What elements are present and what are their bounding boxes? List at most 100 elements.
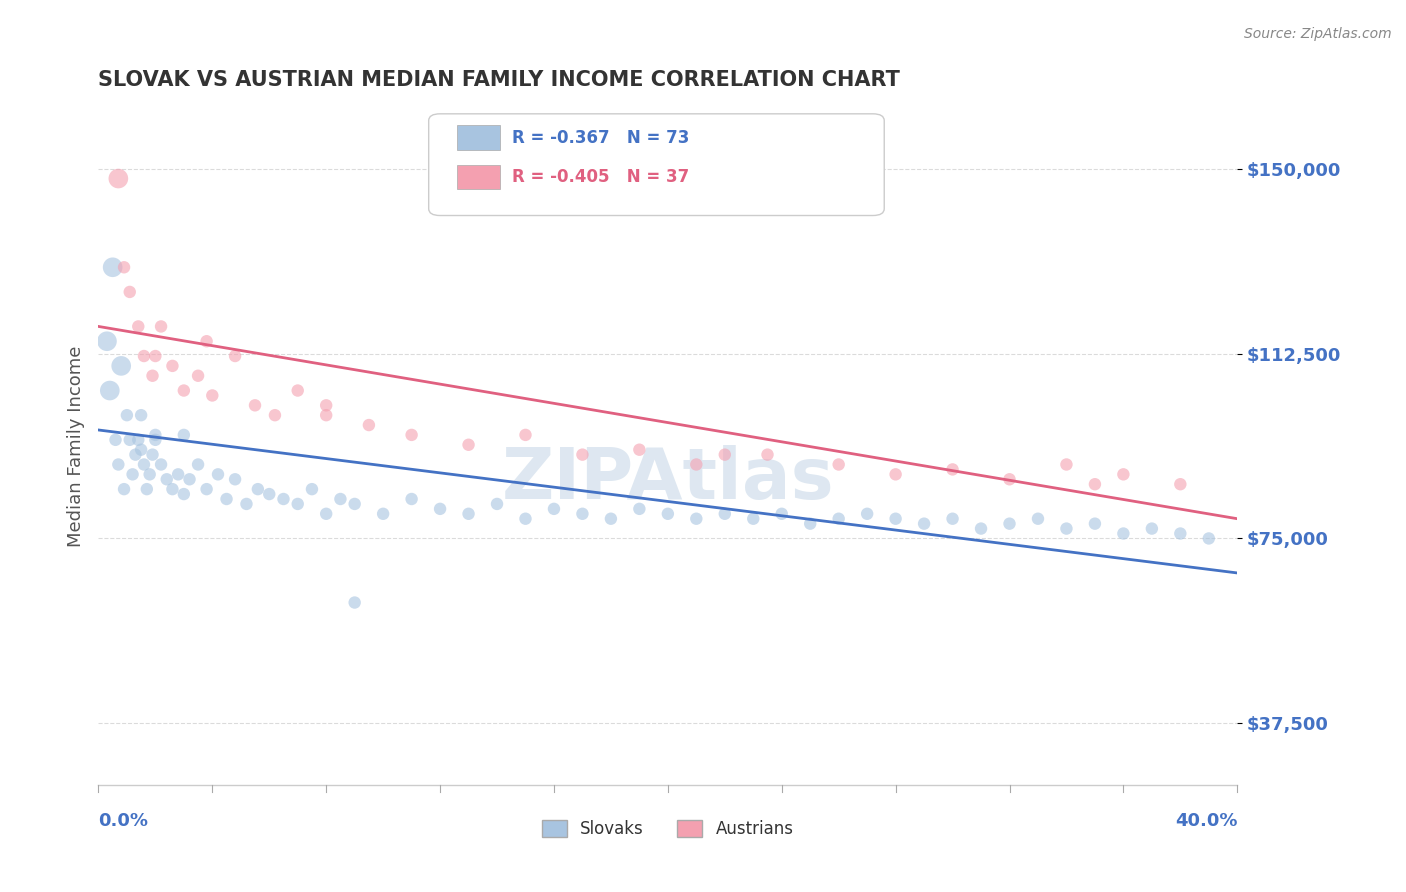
Point xyxy=(107,458,129,472)
Point xyxy=(457,438,479,452)
Point xyxy=(371,507,394,521)
Point xyxy=(129,442,152,457)
Point xyxy=(742,512,765,526)
Point xyxy=(179,472,201,486)
Point xyxy=(201,388,224,402)
Point xyxy=(127,433,149,447)
Point xyxy=(770,507,793,521)
Point xyxy=(138,467,160,482)
Point xyxy=(856,507,879,521)
Point xyxy=(127,319,149,334)
Point xyxy=(107,171,129,186)
Point xyxy=(101,87,124,102)
Point xyxy=(1170,477,1192,491)
Point xyxy=(828,512,851,526)
FancyBboxPatch shape xyxy=(429,114,884,216)
Text: Source: ZipAtlas.com: Source: ZipAtlas.com xyxy=(1244,27,1392,41)
Point xyxy=(243,398,266,412)
Point xyxy=(799,516,821,531)
Point xyxy=(685,458,707,472)
Point xyxy=(543,501,565,516)
Point xyxy=(273,491,295,506)
Point xyxy=(135,482,157,496)
Point xyxy=(132,349,155,363)
Point xyxy=(329,491,352,506)
Point xyxy=(187,458,209,472)
Point xyxy=(1112,526,1135,541)
Point xyxy=(118,285,141,299)
Point xyxy=(628,501,651,516)
Point xyxy=(884,467,907,482)
Point xyxy=(195,334,218,349)
Point xyxy=(129,408,152,422)
Point xyxy=(187,368,209,383)
Point xyxy=(628,442,651,457)
Point xyxy=(118,433,141,447)
Point xyxy=(401,491,423,506)
Point xyxy=(150,319,173,334)
Point xyxy=(264,408,287,422)
Point xyxy=(215,491,238,506)
Point xyxy=(1084,516,1107,531)
Point xyxy=(1140,522,1163,536)
Point xyxy=(162,482,184,496)
Point xyxy=(657,507,679,521)
Point xyxy=(756,448,779,462)
Point xyxy=(970,522,993,536)
Point xyxy=(104,433,127,447)
Point xyxy=(112,260,135,275)
Text: R = -0.367   N = 73: R = -0.367 N = 73 xyxy=(512,128,689,146)
Point xyxy=(98,384,121,398)
Point xyxy=(167,467,190,482)
Point xyxy=(1084,477,1107,491)
Point xyxy=(315,507,337,521)
Text: R = -0.405   N = 37: R = -0.405 N = 37 xyxy=(512,168,689,186)
Point xyxy=(1198,532,1220,546)
Point xyxy=(343,497,366,511)
Point xyxy=(600,512,623,526)
Point xyxy=(173,384,195,398)
Point xyxy=(714,507,737,521)
Point xyxy=(1112,467,1135,482)
Point xyxy=(401,428,423,442)
Y-axis label: Median Family Income: Median Family Income xyxy=(66,345,84,547)
Point xyxy=(224,349,246,363)
Bar xyxy=(457,126,501,150)
Point xyxy=(1170,526,1192,541)
Point xyxy=(315,408,337,422)
Point xyxy=(162,359,184,373)
Point xyxy=(112,482,135,496)
Point xyxy=(515,512,537,526)
Point xyxy=(96,334,118,349)
Bar xyxy=(457,165,501,189)
Point xyxy=(1056,522,1078,536)
Text: SLOVAK VS AUSTRIAN MEDIAN FAMILY INCOME CORRELATION CHART: SLOVAK VS AUSTRIAN MEDIAN FAMILY INCOME … xyxy=(98,70,900,90)
Point xyxy=(173,428,195,442)
Point xyxy=(235,497,257,511)
Point xyxy=(884,512,907,526)
Point xyxy=(141,448,163,462)
Point xyxy=(145,349,167,363)
Point xyxy=(942,512,965,526)
Point xyxy=(1056,458,1078,472)
Point xyxy=(828,458,851,472)
Point xyxy=(429,501,451,516)
Point xyxy=(571,448,593,462)
Point xyxy=(156,472,179,486)
Point xyxy=(357,418,380,433)
Point xyxy=(714,448,737,462)
Point xyxy=(259,487,281,501)
Point xyxy=(150,458,173,472)
Legend: Slovaks, Austrians: Slovaks, Austrians xyxy=(536,813,800,845)
Point xyxy=(486,497,509,511)
Point xyxy=(998,516,1021,531)
Point xyxy=(998,472,1021,486)
Point xyxy=(110,359,132,373)
Point xyxy=(121,467,143,482)
Point xyxy=(115,408,138,422)
Point xyxy=(315,398,337,412)
Point xyxy=(246,482,269,496)
Point xyxy=(132,458,155,472)
Point xyxy=(207,467,229,482)
Point xyxy=(1026,512,1049,526)
